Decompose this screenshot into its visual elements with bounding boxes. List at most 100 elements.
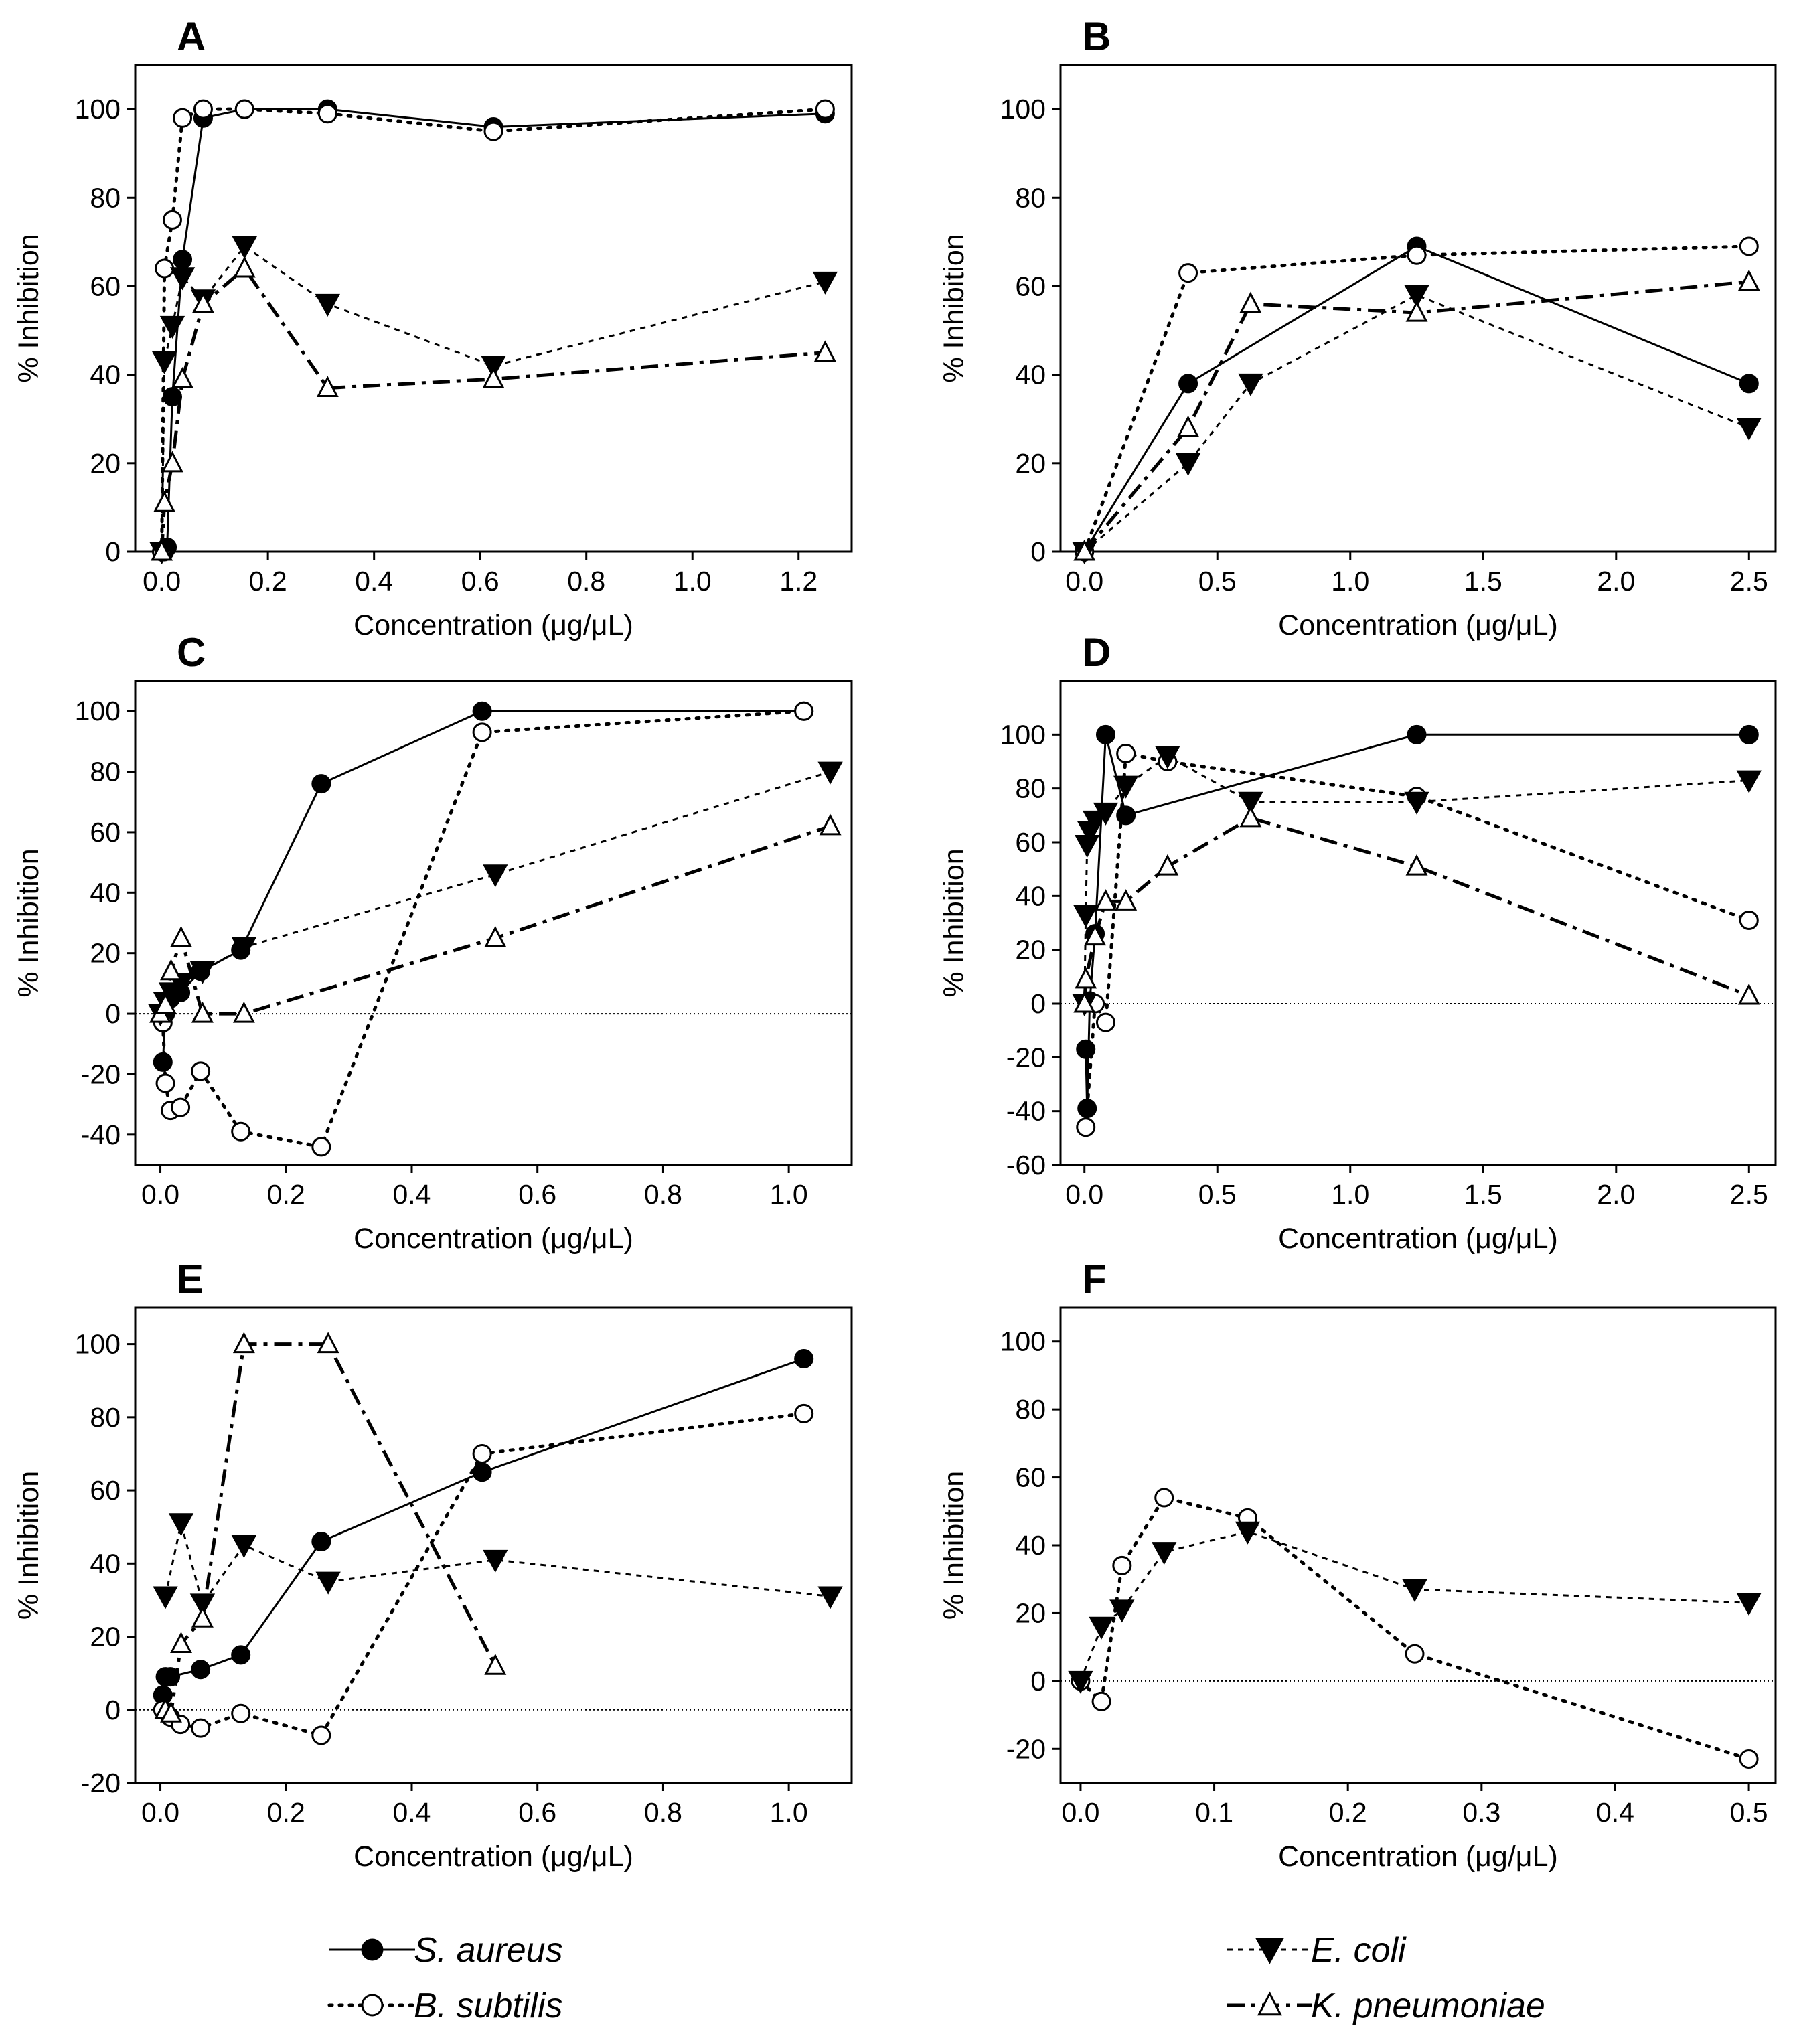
data-point-ec [1089,1616,1114,1640]
series-line-kp [1083,816,1750,1004]
data-point-bs [472,722,492,742]
data-point-bs [311,1725,331,1745]
y-tick-label: 0 [1030,1666,1046,1697]
y-tick-label: -40 [1006,1096,1046,1127]
legend-marker-ec [1255,1938,1284,1964]
data-point-sa [1739,374,1759,394]
y-tick-label: 100 [75,696,121,726]
y-tick-label: 20 [1015,448,1046,479]
data-point-sa [153,1052,173,1072]
data-point-kp [191,291,214,313]
x-tick-label: 0.8 [644,1797,682,1828]
panel-c: 0.0 0.2 0.4 0.6 0.8 1.0 -40 -20 0 20 40 60 80 100 Conc… [13,630,853,1255]
y-tick-label: 80 [90,1402,121,1433]
y-tick-label: 0 [1030,988,1046,1019]
series-line-kp [1083,280,1749,553]
data-point-ec [151,351,177,374]
y-tick-label: 0 [105,536,121,567]
data-point-bs [162,210,182,230]
x-axis-title: Concentration (μg/μL) [354,1223,633,1255]
y-tick-label: -20 [1006,1042,1046,1073]
panel-letter: E [177,1257,204,1302]
y-tick-label: 40 [90,1548,121,1579]
y-tick-label: -20 [81,1058,121,1089]
x-tick-label: 0.0 [141,1797,179,1828]
y-tick-label: 0 [105,1695,121,1725]
x-tick-label: 1.0 [1331,566,1369,597]
x-tick-label: 0.4 [1596,1797,1634,1828]
y-axis-title: % Inhibition [13,234,45,382]
x-tick-label: 1.0 [674,566,712,597]
panel-letter: F [1082,1257,1107,1302]
data-point-ec [169,267,196,291]
panel-letter: B [1082,14,1111,59]
data-point-kp [1075,967,1097,989]
data-point-bs [1091,1691,1111,1711]
data-point-bs [171,1097,191,1117]
data-point-sa [1407,724,1427,744]
data-point-sa [161,1667,181,1687]
legend-marker-kp [1257,1991,1283,2016]
series-line-bs [160,107,827,554]
panel-d: 0.0 0.5 1.0 1.5 2.0 2.5 -60 -40 -20 0 20 40 60 80 100 C… [938,630,1777,1255]
data-point-kp [1095,889,1117,911]
panel-e: 0.0 0.2 0.4 0.6 0.8 1.0 -20 0 20 40 60 80 100 Concent… [13,1257,853,1873]
y-tick-label: 80 [1015,1394,1046,1425]
data-point-bs [231,1703,251,1723]
x-axis-title: Concentration (μg/μL) [1278,609,1558,641]
y-axis-title: % Inhibition [13,1471,45,1620]
data-point-ec [231,937,257,960]
x-tick-label: 0.0 [1065,1179,1103,1210]
x-tick-label: 1.0 [770,1179,808,1210]
x-tick-label: 2.0 [1597,566,1635,597]
data-point-kp [819,813,842,836]
series-line-bs [1079,1496,1751,1761]
x-tick-label: 0.4 [392,1179,431,1210]
x-tick-label: 0.0 [143,566,181,597]
y-tick-label: 0 [1030,536,1046,567]
x-tick-label: 0.0 [141,1179,179,1210]
panel-b: 0.0 0.5 1.0 1.5 2.0 2.5 0 20 40 60 80 100 Concentrat… [938,14,1777,641]
data-point-ec [817,1586,843,1609]
legend-marker-sa [361,1938,384,1961]
data-point-bs [231,1121,251,1142]
x-tick-label: 0.0 [1065,566,1103,597]
data-point-bs [1739,236,1759,256]
data-point-kp [1073,991,1096,1013]
data-point-kp [170,925,192,947]
x-tick-label: 0.6 [461,566,499,597]
data-point-ec [1404,791,1429,815]
data-point-ec [1404,285,1429,308]
y-tick-label: 20 [90,1622,121,1652]
series-line-bs [1083,244,1751,554]
plot-frame [134,64,853,553]
series-line-bs [161,709,806,1149]
x-tick-label: 2.0 [1597,1179,1635,1210]
data-point-kp [171,366,194,388]
data-point-ec [481,356,506,379]
x-tick-label: 0.2 [1329,1797,1367,1828]
x-tick-label: 0.4 [355,566,393,597]
data-point-ec [315,1571,341,1595]
data-point-ec [189,1593,216,1617]
data-point-sa [1739,724,1759,744]
data-point-bs [794,701,814,721]
x-tick-label: 0.5 [1198,566,1237,597]
data-point-kp [1177,415,1200,437]
y-tick-label: 100 [1000,94,1046,125]
data-point-kp [1405,300,1428,322]
data-point-kp [232,1332,255,1354]
data-point-bs [155,1073,175,1093]
legend-label-bs: B. subtilis [414,1986,563,2025]
data-point-ec [315,293,341,317]
y-tick-label: -20 [81,1767,121,1798]
y-tick-label: 40 [90,877,121,908]
series-line-sa [1085,733,1749,1109]
data-point-bs [1407,245,1427,265]
panel-f: 0.0 0.1 0.2 0.3 0.4 0.5 -20 0 20 40 60 80 100 Concent… [938,1257,1777,1873]
x-tick-label: 0.1 [1195,1797,1233,1828]
legend: S. aureus B. subtilis E. coli K. pneumoniae [327,1931,1545,2025]
panel-letter: C [177,630,206,675]
data-point-bs [1154,1488,1174,1508]
